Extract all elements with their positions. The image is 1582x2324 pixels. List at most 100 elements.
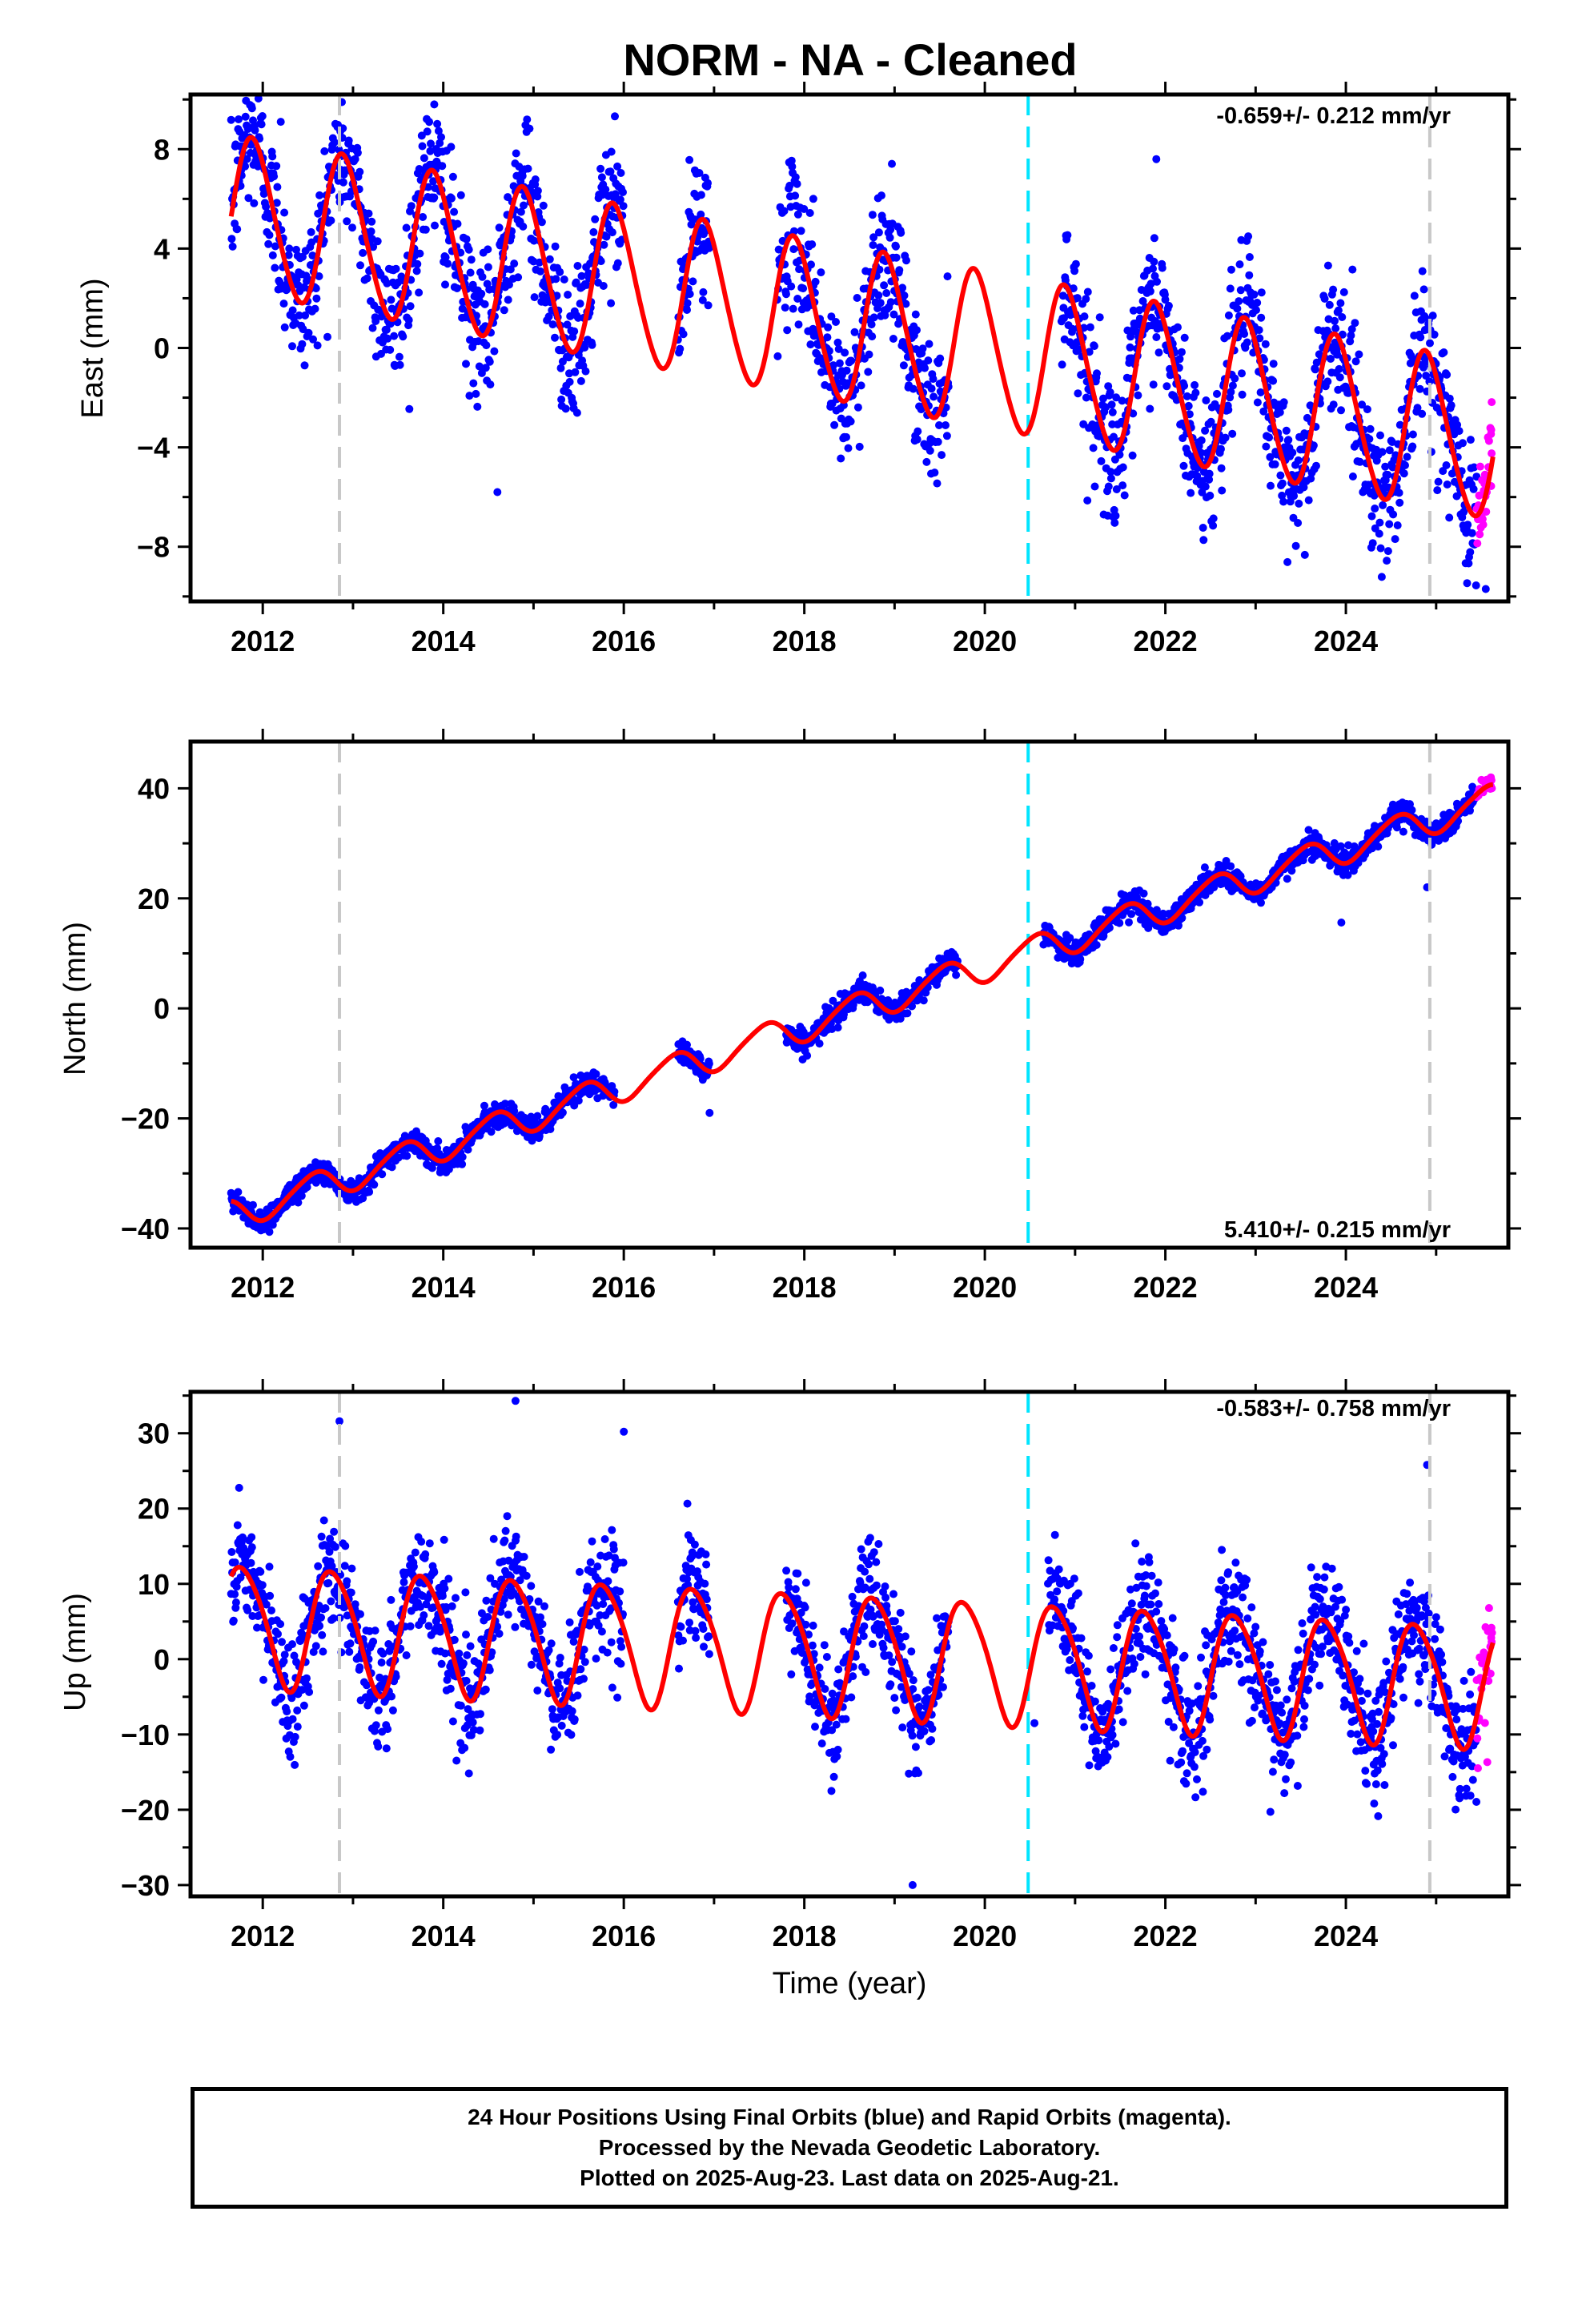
east-final-point: [1164, 301, 1173, 310]
east-final-point: [462, 235, 471, 243]
up-final-point: [247, 1533, 256, 1542]
east-final-point: [1351, 319, 1359, 328]
east-final-point: [1256, 388, 1265, 396]
up-final-point: [481, 1685, 490, 1694]
east-final-point: [1154, 348, 1163, 357]
east-final-point: [504, 296, 512, 304]
up-final-point: [417, 1538, 426, 1546]
east-final-point: [844, 444, 853, 452]
up-final-point: [259, 1675, 267, 1684]
east-final-point: [1115, 450, 1124, 459]
east-final-point: [1217, 444, 1225, 453]
east-final-point: [520, 201, 528, 210]
east-final-point: [1158, 263, 1166, 272]
east-final-point: [1391, 535, 1399, 544]
east-final-point: [835, 359, 844, 368]
east-final-point: [525, 124, 534, 133]
east-final-point: [909, 384, 917, 393]
east-final-point: [1128, 451, 1137, 460]
east-final-point: [280, 208, 289, 217]
east-final-point: [1199, 536, 1208, 545]
east-final-point: [1182, 392, 1191, 400]
east-final-point: [1069, 284, 1078, 293]
north-final-point: [803, 1051, 812, 1060]
east-final-point: [1162, 382, 1171, 391]
east-final-point: [564, 291, 572, 299]
east-final-point: [1278, 491, 1287, 500]
east-final-point: [1191, 380, 1199, 389]
east-final-point: [1271, 460, 1279, 468]
east-final-point: [900, 292, 909, 300]
east-final-point: [1238, 369, 1246, 378]
up-final-point: [229, 1616, 238, 1625]
east-final-point: [1233, 304, 1242, 313]
north-final-point: [1127, 910, 1136, 919]
east-final-point: [1312, 461, 1320, 470]
east-final-point: [817, 268, 825, 277]
east-final-point: [343, 217, 351, 226]
east-final-point: [356, 261, 364, 270]
east-final-point: [493, 488, 502, 497]
east-final-point: [272, 162, 281, 171]
east-final-point: [869, 313, 878, 322]
east-final-point: [1146, 287, 1154, 296]
east-final-point: [1104, 482, 1113, 491]
up-final-point: [266, 1591, 275, 1600]
east-final-point: [697, 191, 705, 199]
east-final-point: [1365, 435, 1374, 444]
east-final-point: [881, 311, 889, 320]
east-final-point: [806, 340, 815, 349]
east-final-point: [1410, 292, 1419, 300]
up-final-point: [291, 1760, 299, 1769]
east-ylabel: East (mm): [76, 278, 110, 418]
east-final-point: [877, 191, 885, 200]
east-final-point: [782, 290, 790, 299]
up-final-point: [387, 1595, 396, 1604]
east-final-point: [270, 172, 279, 181]
east-final-point: [1070, 267, 1079, 275]
east-final-point: [518, 171, 527, 180]
east-xtick-label: 2024: [1314, 625, 1378, 657]
east-final-point: [1348, 265, 1357, 274]
east-final-point: [1464, 521, 1472, 529]
east-final-point: [383, 334, 392, 343]
east-final-point: [1095, 432, 1104, 440]
east-final-point: [390, 332, 399, 340]
up-final-point: [283, 1707, 291, 1716]
east-final-point: [794, 320, 803, 329]
east-final-point: [530, 293, 539, 302]
east-final-point: [1218, 486, 1227, 495]
east-rapid-point: [1484, 436, 1493, 445]
east-final-point: [447, 143, 456, 151]
east-final-point: [1217, 464, 1226, 472]
east-final-point: [1110, 432, 1118, 441]
east-final-point: [1213, 389, 1221, 398]
east-final-point: [1073, 294, 1082, 303]
east-final-point: [533, 187, 542, 195]
east-final-point: [355, 167, 364, 176]
east-final-point: [917, 405, 926, 414]
up-final-point: [536, 1613, 544, 1622]
up-final-point: [235, 1483, 243, 1492]
east-final-point: [1097, 456, 1106, 465]
north-final-point: [705, 1108, 714, 1117]
east-final-point: [1180, 333, 1189, 342]
east-final-point: [273, 183, 282, 191]
east-final-point: [889, 310, 898, 319]
east-final-point: [341, 73, 349, 81]
east-final-point: [800, 205, 809, 213]
east-final-point: [1371, 505, 1379, 513]
east-final-point: [616, 195, 624, 204]
east-final-point: [1228, 429, 1237, 438]
east-final-point: [1338, 330, 1347, 339]
east-final-point: [431, 221, 439, 230]
east-final-point: [864, 368, 873, 376]
east-final-point: [233, 225, 242, 234]
up-final-point: [388, 1706, 397, 1715]
up-final-point: [331, 1542, 339, 1551]
east-final-point: [1243, 338, 1251, 347]
east-ytick-label: 8: [154, 133, 170, 166]
east-final-point: [484, 245, 492, 254]
up-final-point: [343, 1577, 351, 1586]
east-xtick-label: 2020: [953, 625, 1017, 657]
